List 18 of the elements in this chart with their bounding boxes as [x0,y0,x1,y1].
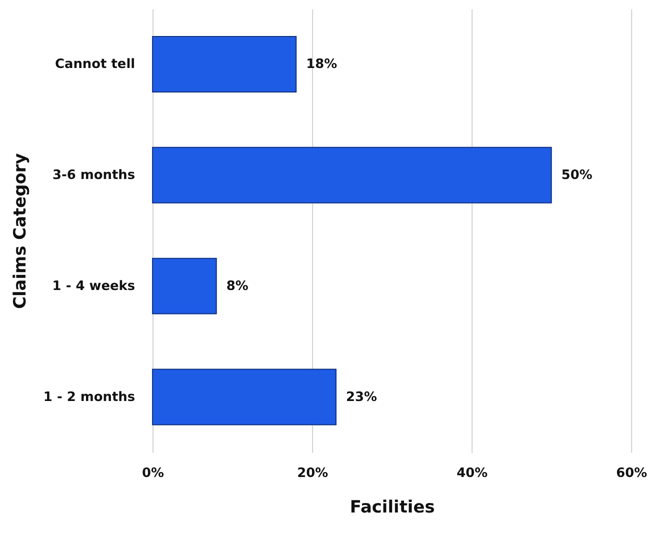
x-tick-label: 20% [297,466,328,481]
data-label: 18% [306,57,338,72]
x-tick-label: 40% [456,466,488,481]
y-tick-label: 1 - 4 weeks [52,279,136,294]
y-tick-label: 1 - 2 months [43,390,136,405]
data-label: 23% [346,390,377,405]
data-label: 8% [226,279,248,294]
bar [152,36,297,92]
y-tick-label: Cannot tell [54,57,136,72]
y-axis-title: Claims Category [9,153,30,309]
y-tick-label: 3-6 months [52,168,136,184]
x-tick-label: 60% [616,466,648,481]
bar [152,146,552,204]
data-label: 50% [561,168,592,184]
bar [152,368,336,426]
x-axis-title: Facilities [350,496,435,517]
bar [152,258,217,314]
x-tick-label: 0% [142,466,164,481]
